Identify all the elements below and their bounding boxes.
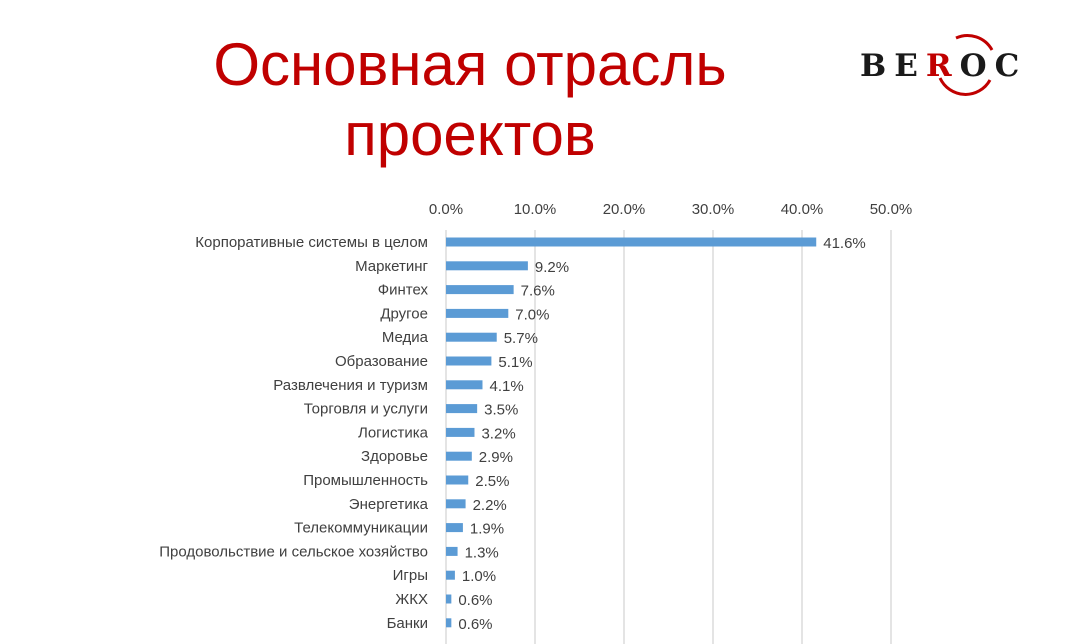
data-label: 1.9% — [470, 521, 504, 538]
data-label: 3.2% — [481, 425, 515, 442]
category-label: Маркетинг — [355, 258, 428, 275]
bar — [446, 475, 469, 485]
category-label: Телекоммуникации — [294, 520, 428, 537]
category-label: Медиа — [382, 329, 429, 346]
data-label: 5.1% — [498, 354, 532, 371]
beroc-logo: BEROC — [860, 30, 1020, 100]
category-label: ЖКХ — [395, 591, 428, 608]
bar — [446, 427, 475, 437]
data-label: 4.1% — [489, 378, 523, 395]
data-label: 3.5% — [484, 402, 518, 419]
category-label: Корпоративные системы в целом — [195, 234, 428, 251]
x-tick-label: 30.0% — [692, 201, 735, 218]
bar — [446, 285, 514, 295]
category-label: Промышленность — [303, 472, 428, 489]
data-label: 7.6% — [521, 283, 555, 300]
data-label: 7.0% — [515, 306, 549, 323]
category-label: Банки — [387, 615, 428, 632]
logo-text: BEROC — [860, 48, 1028, 84]
bar — [446, 546, 458, 556]
category-label: Другое — [380, 305, 428, 322]
data-label: 2.2% — [473, 497, 507, 514]
bar — [446, 523, 463, 533]
data-label: 9.2% — [535, 259, 569, 276]
category-label: Развлечения и туризм — [273, 377, 428, 394]
data-label: 0.6% — [458, 592, 492, 609]
data-label: 1.0% — [462, 568, 496, 585]
x-tick-label: 10.0% — [514, 201, 557, 218]
x-tick-label: 0.0% — [429, 201, 463, 218]
x-tick-label: 20.0% — [603, 201, 646, 218]
data-label: 1.3% — [465, 544, 499, 561]
bar — [446, 451, 472, 461]
category-label: Образование — [335, 353, 428, 370]
category-label: Энергетика — [349, 496, 429, 513]
bar — [446, 618, 452, 628]
data-label: 5.7% — [504, 330, 538, 347]
bar — [446, 404, 478, 414]
data-label: 2.5% — [475, 473, 509, 490]
category-label: Финтех — [378, 282, 429, 299]
bar — [446, 499, 466, 509]
category-label: Логистика — [358, 424, 429, 441]
bar — [446, 332, 497, 342]
category-label: Игры — [393, 567, 428, 584]
bar — [446, 570, 455, 580]
slide-title: Основная отрасль проектов — [213, 31, 727, 168]
bar — [446, 308, 509, 318]
bar-chart: 0.0% 10.0% 20.0% 30.0% 40.0% 50.0% Корпоративн… — [159, 201, 913, 644]
data-label: 0.6% — [458, 616, 492, 633]
data-label: 41.6% — [823, 235, 866, 252]
bar — [446, 237, 817, 247]
bar — [446, 261, 528, 271]
data-label: 2.9% — [479, 449, 513, 466]
x-tick-label: 50.0% — [870, 201, 913, 218]
x-tick-label: 40.0% — [781, 201, 824, 218]
bar — [446, 356, 492, 366]
bar — [446, 380, 483, 390]
category-label: Торговля и услуги — [304, 401, 428, 418]
category-label: Продовольствие и сельское хозяйство — [159, 543, 428, 560]
category-label: Здоровье — [361, 448, 428, 465]
bar — [446, 594, 452, 604]
logo-ring-icon — [938, 34, 994, 96]
